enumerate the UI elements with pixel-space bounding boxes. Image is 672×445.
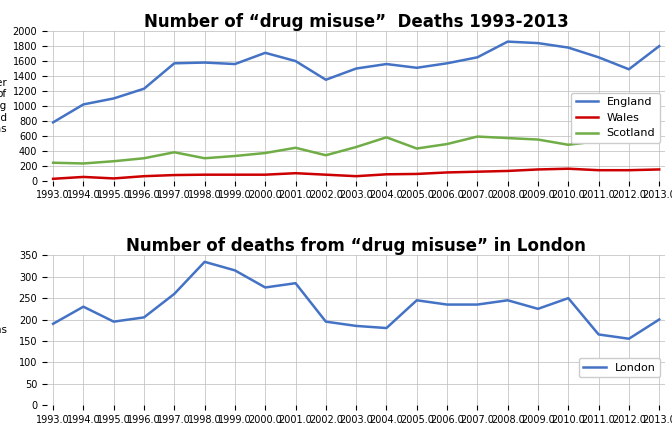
Wales	[352, 174, 360, 179]
London	[292, 280, 300, 286]
London	[170, 291, 178, 296]
Scotland	[140, 156, 148, 161]
Scotland	[595, 138, 603, 144]
Scotland	[564, 142, 573, 147]
Line: England: England	[53, 42, 659, 122]
London	[503, 298, 511, 303]
Wales	[382, 172, 390, 177]
Line: Scotland: Scotland	[53, 137, 659, 163]
England	[534, 40, 542, 46]
England	[231, 61, 239, 67]
Wales	[534, 167, 542, 172]
Scotland	[261, 150, 269, 156]
Scotland	[201, 156, 209, 161]
Wales	[322, 172, 330, 178]
England	[564, 45, 573, 50]
Wales	[655, 167, 663, 172]
London	[655, 317, 663, 322]
London	[413, 298, 421, 303]
Scotland	[170, 150, 178, 155]
London	[231, 268, 239, 273]
London	[534, 306, 542, 312]
Scotland	[110, 158, 118, 164]
Wales	[503, 168, 511, 174]
England	[625, 67, 633, 72]
Wales	[413, 171, 421, 177]
London	[79, 304, 87, 309]
London	[382, 325, 390, 331]
Scotland	[322, 153, 330, 158]
London	[49, 321, 57, 327]
Scotland	[655, 138, 663, 144]
Wales	[564, 166, 573, 171]
Text: number of drug related deaths: number of drug related deaths	[0, 78, 7, 134]
Text: number of deaths: number of deaths	[0, 325, 7, 335]
Title: Number of “drug misuse”  Deaths 1993-2013: Number of “drug misuse” Deaths 1993-2013	[144, 13, 569, 31]
London	[564, 295, 573, 301]
Scotland	[473, 134, 481, 139]
England	[473, 55, 481, 60]
England	[443, 61, 451, 66]
England	[201, 60, 209, 65]
Wales	[231, 172, 239, 178]
Wales	[110, 176, 118, 181]
Scotland	[625, 138, 633, 144]
England	[655, 44, 663, 49]
Line: Wales: Wales	[53, 169, 659, 179]
Legend: London: London	[579, 358, 660, 377]
England	[322, 77, 330, 82]
Wales	[201, 172, 209, 178]
London	[352, 323, 360, 328]
England	[595, 55, 603, 60]
England	[261, 50, 269, 56]
Wales	[49, 176, 57, 182]
Wales	[595, 167, 603, 173]
Wales	[473, 169, 481, 174]
Legend: England, Wales, Scotland: England, Wales, Scotland	[571, 93, 660, 143]
London	[140, 315, 148, 320]
England	[413, 65, 421, 70]
England	[382, 61, 390, 67]
London	[473, 302, 481, 307]
England	[503, 39, 511, 44]
England	[110, 96, 118, 101]
Scotland	[231, 154, 239, 159]
Scotland	[292, 145, 300, 150]
Scotland	[443, 142, 451, 147]
London	[201, 259, 209, 264]
Scotland	[352, 144, 360, 150]
Wales	[443, 170, 451, 175]
London	[595, 332, 603, 337]
London	[443, 302, 451, 307]
Wales	[261, 172, 269, 178]
Wales	[170, 172, 178, 178]
Wales	[625, 167, 633, 173]
England	[79, 102, 87, 107]
London	[322, 319, 330, 324]
England	[170, 61, 178, 66]
Wales	[292, 170, 300, 176]
Line: London: London	[53, 262, 659, 339]
London	[625, 336, 633, 341]
Title: Number of deaths from “drug misuse” in London: Number of deaths from “drug misuse” in L…	[126, 237, 586, 255]
England	[292, 58, 300, 64]
Wales	[79, 174, 87, 180]
London	[261, 285, 269, 290]
Scotland	[79, 161, 87, 166]
Scotland	[534, 137, 542, 142]
England	[352, 66, 360, 71]
Scotland	[503, 135, 511, 141]
England	[140, 86, 148, 91]
Scotland	[49, 160, 57, 166]
Scotland	[382, 135, 390, 140]
Wales	[140, 174, 148, 179]
London	[110, 319, 118, 324]
England	[49, 120, 57, 125]
Scotland	[413, 146, 421, 151]
